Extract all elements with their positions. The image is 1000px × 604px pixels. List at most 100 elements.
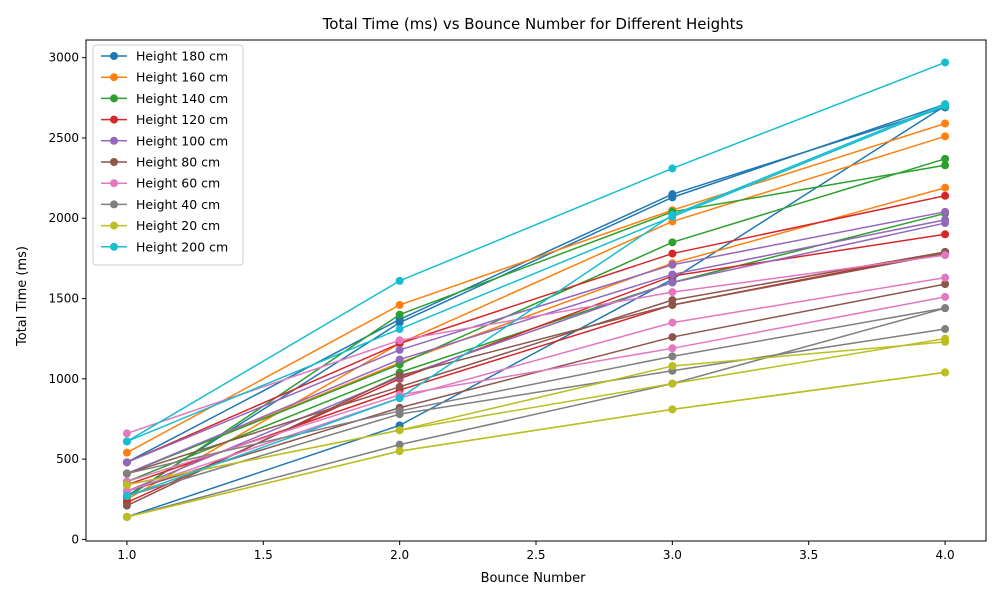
data-point	[668, 352, 677, 361]
series-line	[126, 122, 946, 454]
legend-entry-label: Height 20 cm	[136, 218, 220, 233]
data-point	[941, 183, 950, 192]
data-point	[668, 288, 677, 297]
data-point	[122, 480, 131, 489]
data-point	[941, 368, 950, 377]
y-tick-label: 2000	[48, 211, 79, 225]
legend-entry-label: Height 200 cm	[136, 239, 228, 254]
legend-entry-label: Height 140 cm	[136, 91, 228, 106]
data-point	[122, 437, 131, 446]
data-point	[668, 344, 677, 353]
data-point	[668, 300, 677, 309]
series-line	[126, 61, 946, 443]
legend-entry-label: Height 100 cm	[136, 133, 228, 148]
y-tick-label: 500	[56, 452, 79, 466]
series-line	[126, 222, 946, 492]
data-point	[668, 278, 677, 287]
y-tick-label: 2500	[48, 131, 79, 145]
legend-swatch-marker	[110, 221, 118, 230]
data-point	[668, 164, 677, 173]
legend-entry-label: Height 40 cm	[136, 197, 220, 212]
data-point	[395, 410, 404, 419]
x-tick-label: 2.5	[526, 548, 545, 562]
series-line	[126, 276, 946, 492]
data-point	[941, 304, 950, 313]
legend-swatch-marker	[110, 158, 118, 166]
series-line	[126, 251, 946, 475]
series-line	[126, 341, 946, 486]
data-point	[941, 273, 950, 282]
data-point	[395, 276, 404, 285]
data-point	[395, 394, 404, 403]
legend-entry-label: Height 180 cm	[136, 49, 228, 64]
legend-swatch-marker	[110, 242, 118, 251]
series-line	[126, 307, 946, 475]
data-point	[668, 193, 677, 202]
series-8	[122, 304, 950, 521]
data-point	[941, 191, 950, 200]
legend-entry-label: Height 160 cm	[136, 70, 228, 85]
series-10	[122, 58, 950, 501]
data-point	[941, 219, 950, 228]
y-tick-label: 3000	[48, 51, 79, 65]
y-tick-label: 1500	[48, 292, 79, 306]
data-point	[122, 492, 131, 501]
y-axis-label: Total Time (ms)	[15, 246, 30, 347]
legend-swatch-marker	[110, 73, 118, 82]
data-point	[395, 355, 404, 364]
legend-swatch-marker	[110, 115, 118, 124]
data-point	[941, 325, 950, 334]
legend-swatch-marker	[110, 94, 118, 103]
x-tick-label: 2.0	[390, 548, 409, 562]
data-point	[395, 382, 404, 391]
data-point	[941, 161, 950, 170]
data-point	[395, 318, 404, 327]
data-point	[122, 448, 131, 457]
data-point	[941, 207, 950, 216]
data-point	[941, 154, 950, 163]
series-line	[126, 307, 946, 518]
legend-box	[92, 44, 244, 266]
data-point	[668, 318, 677, 327]
series-line	[126, 219, 946, 475]
data-point	[395, 310, 404, 319]
data-point	[941, 230, 950, 239]
legend-swatch-marker	[110, 136, 118, 145]
data-point	[941, 251, 950, 260]
data-point	[668, 260, 677, 269]
data-point	[668, 249, 677, 258]
data-point	[122, 501, 131, 510]
data-point	[668, 361, 677, 370]
data-point	[395, 325, 404, 334]
series-line	[126, 158, 946, 475]
legend-swatch-marker	[110, 52, 118, 60]
data-point	[668, 379, 677, 388]
x-tick-label: 1.0	[117, 548, 136, 562]
data-point	[668, 211, 677, 220]
series-line	[126, 103, 946, 497]
data-point	[941, 100, 950, 109]
data-point	[941, 280, 950, 289]
series-9	[122, 334, 950, 521]
legend-swatch-marker	[110, 200, 118, 209]
series-line	[126, 328, 946, 497]
data-point	[122, 469, 131, 478]
data-point	[668, 333, 677, 342]
data-point	[395, 371, 404, 380]
data-point	[941, 58, 950, 67]
y-tick-label: 1000	[48, 372, 79, 386]
data-point	[122, 512, 131, 521]
data-point	[395, 426, 404, 435]
y-tick-label: 0	[71, 532, 79, 546]
series-7	[122, 251, 950, 496]
legend-entry-label: Height 80 cm	[136, 155, 220, 170]
data-point	[941, 119, 950, 128]
data-point	[668, 238, 677, 247]
data-point	[395, 300, 404, 309]
data-point	[941, 337, 950, 346]
legend-entry-label: Height 120 cm	[136, 112, 228, 127]
series-line	[126, 135, 946, 500]
series-group	[122, 58, 950, 521]
series-line	[126, 105, 946, 518]
